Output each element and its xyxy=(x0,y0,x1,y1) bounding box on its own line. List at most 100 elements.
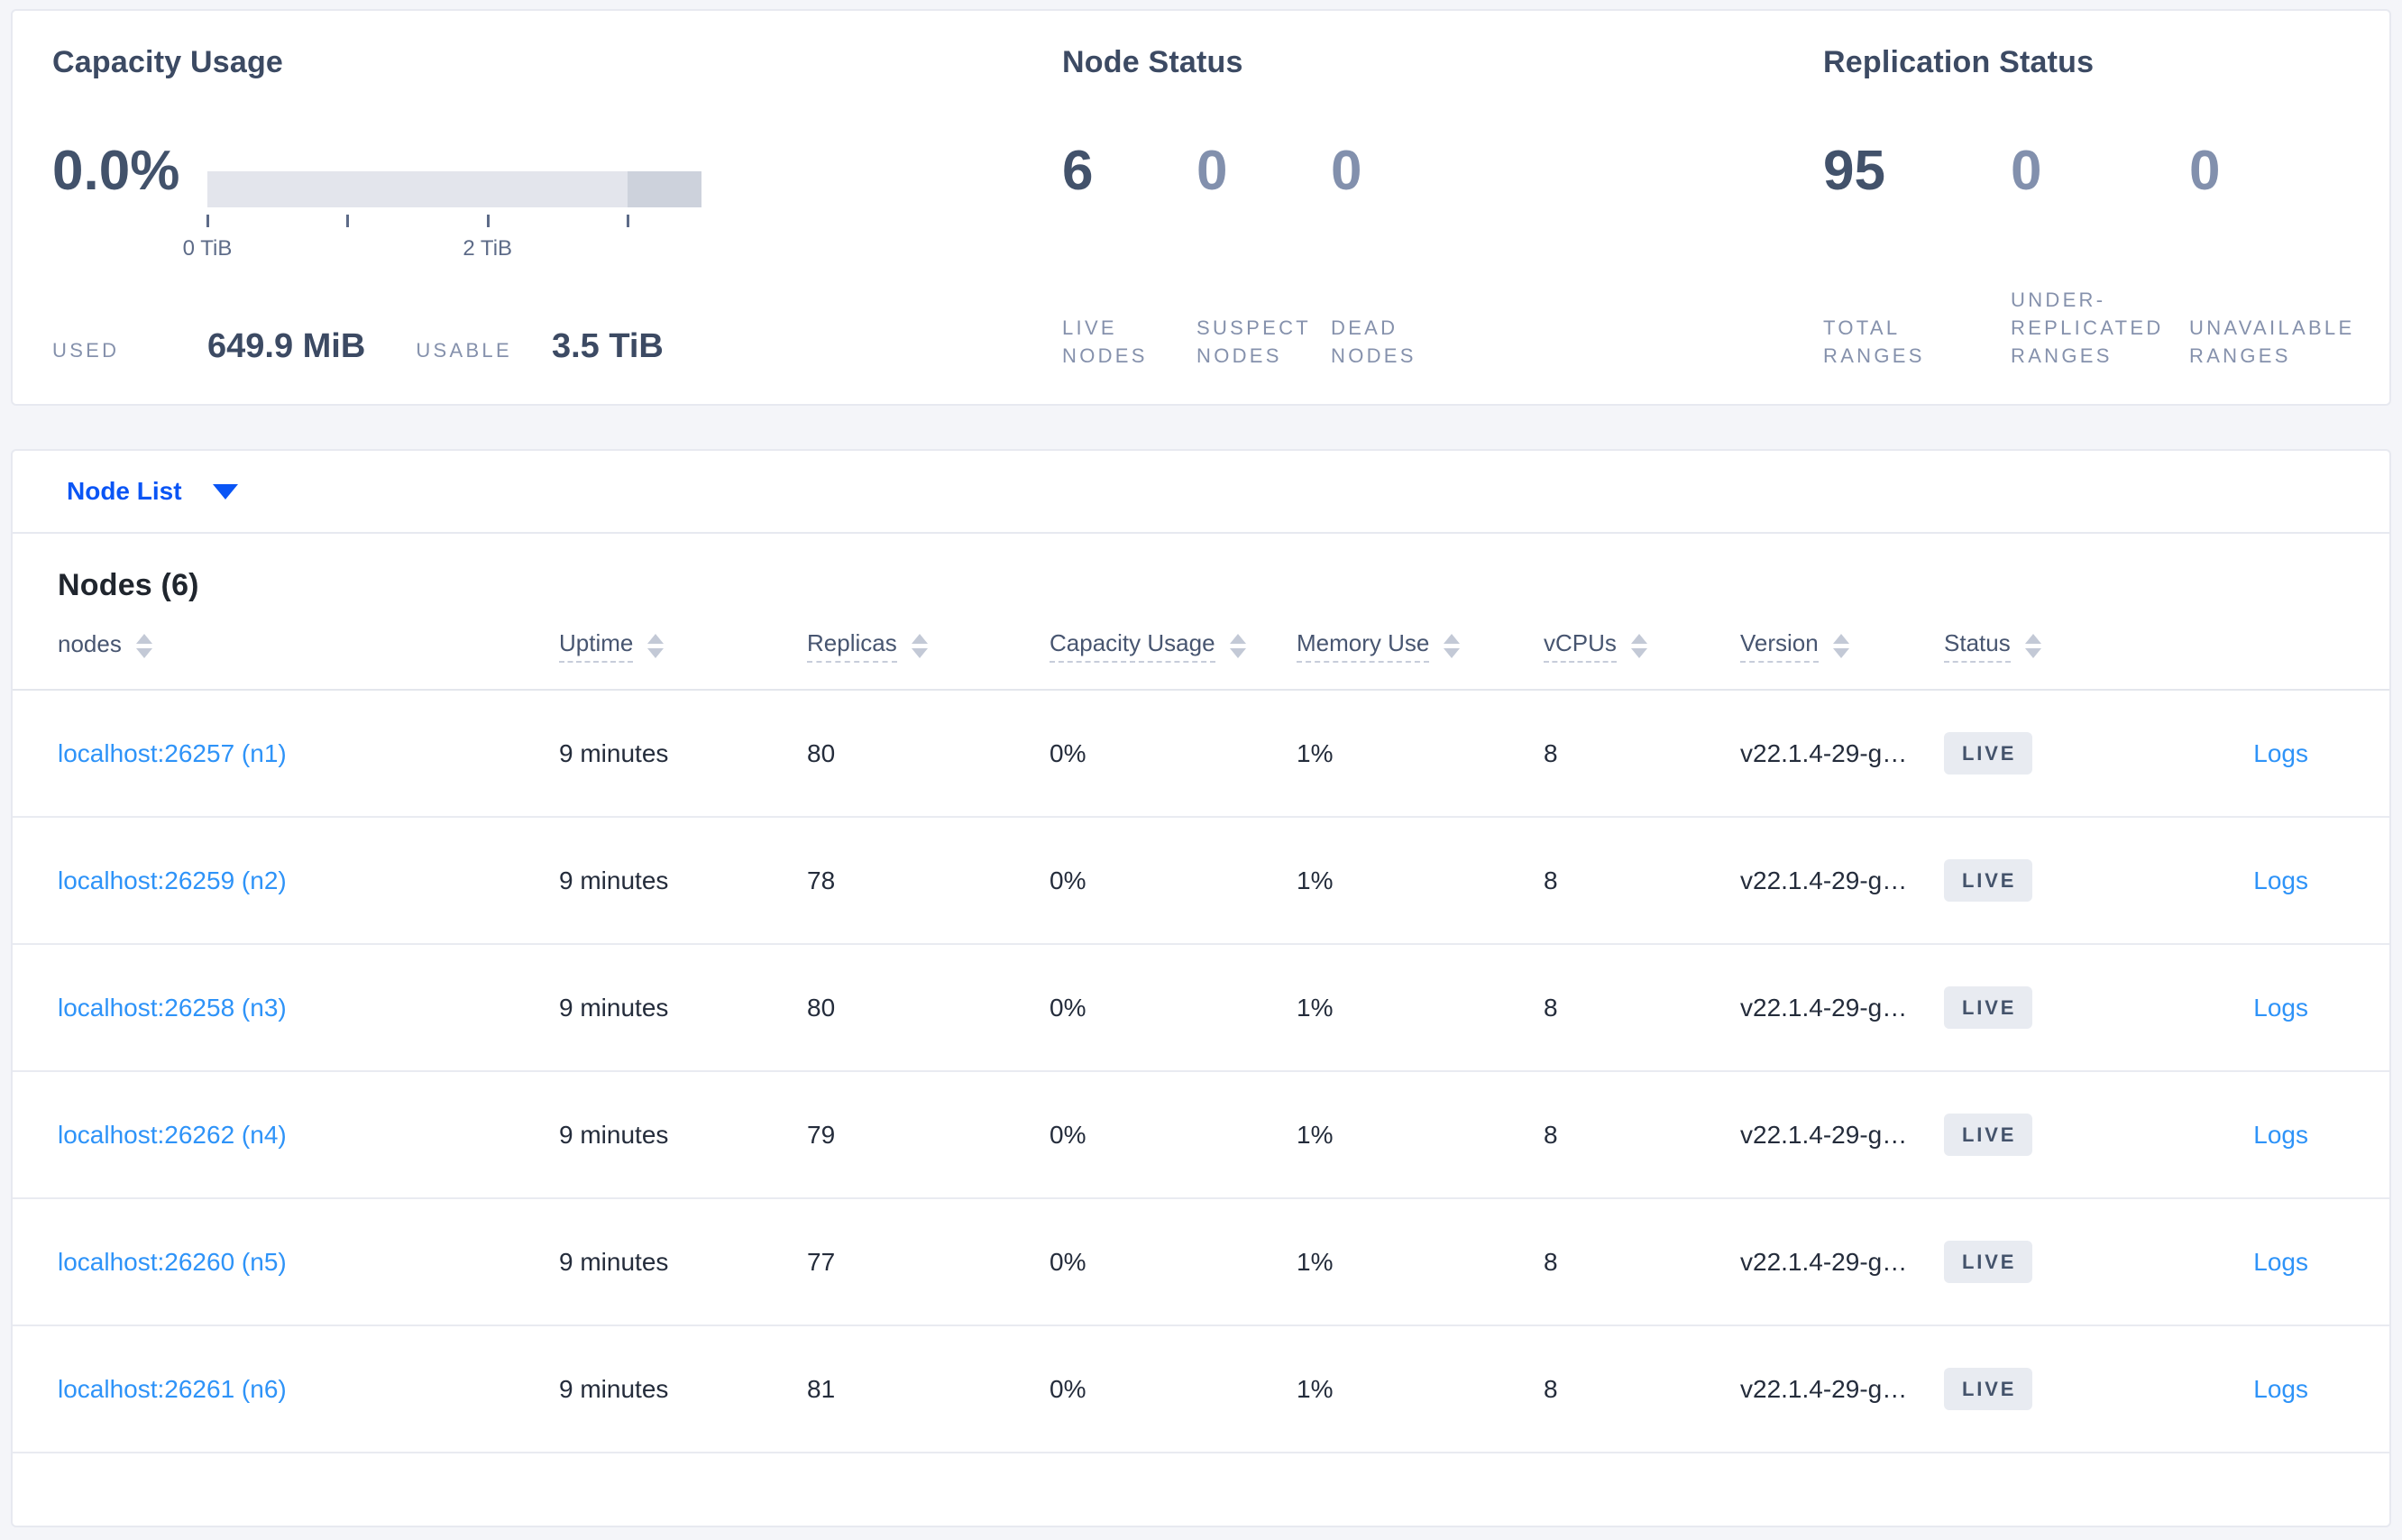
status-badge: LIVE xyxy=(1944,732,2033,775)
replicas-cell: 77 xyxy=(807,1198,1050,1326)
uptime-cell: 9 minutes xyxy=(559,1325,807,1453)
sort-desc-icon xyxy=(2024,648,2041,658)
node-link[interactable]: localhost:26257 (n1) xyxy=(58,738,287,767)
memory-cell: 1% xyxy=(1297,944,1544,1072)
capacity-used-value: 649.9 MiB xyxy=(207,327,366,365)
column-header-label: Version xyxy=(1740,629,1819,663)
version-cell: v22.1.4-29-g… xyxy=(1740,817,1944,945)
vcpus-cell: 8 xyxy=(1544,1071,1740,1199)
column-header[interactable]: vCPUs xyxy=(1544,603,1740,691)
node-list-dropdown[interactable]: Node List xyxy=(67,477,238,506)
version-cell: v22.1.4-29-g… xyxy=(1740,944,1944,1072)
column-header-label: Memory Use xyxy=(1297,629,1430,663)
capacity-usage-summary: USED 649.9 MiB USABLE 3.5 TiB xyxy=(52,327,664,366)
sort-asc-icon xyxy=(647,634,665,644)
column-header-label: nodes xyxy=(58,630,122,657)
sort-desc-icon xyxy=(1229,648,1246,658)
sort-icon xyxy=(1229,634,1246,658)
capacity-tick-mark xyxy=(486,215,490,227)
column-header[interactable]: Uptime xyxy=(559,603,807,691)
capacity-cell: 0% xyxy=(1050,944,1297,1072)
replicas-cell: 81 xyxy=(807,1325,1050,1453)
table-body: localhost:26257 (n1) 9 minutes 80 0% 1% … xyxy=(13,690,2389,1453)
sort-desc-icon xyxy=(1444,648,1461,658)
logs-link[interactable]: Logs xyxy=(2253,993,2308,1022)
node-link[interactable]: localhost:26261 (n6) xyxy=(58,1374,287,1403)
sort-icon xyxy=(135,634,152,658)
node-link[interactable]: localhost:26259 (n2) xyxy=(58,866,287,894)
column-header[interactable]: Memory Use xyxy=(1297,603,1544,691)
column-header[interactable]: Replicas xyxy=(807,603,1050,691)
nodes-table: nodes Uptime xyxy=(13,603,2389,1453)
vcpus-cell: 8 xyxy=(1544,817,1740,945)
capacity-tick-mark xyxy=(626,215,629,227)
table-row: localhost:26257 (n1) 9 minutes 80 0% 1% … xyxy=(13,690,2389,818)
stat-label: DEAD NODES xyxy=(1331,316,1416,367)
table-row: localhost:26258 (n3) 9 minutes 80 0% 1% … xyxy=(13,944,2389,1072)
vcpus-cell: 8 xyxy=(1544,944,1740,1072)
sort-asc-icon xyxy=(135,634,152,644)
replication-status-stat: 0 UNDER-REPLICATED RANGES xyxy=(2011,135,2189,370)
sort-asc-icon xyxy=(1832,634,1849,644)
logs-link[interactable]: Logs xyxy=(2253,1374,2308,1403)
replicas-cell: 78 xyxy=(807,817,1050,945)
capacity-used-percent: 0.0% xyxy=(52,140,180,202)
capacity-tick-label: 0 TiB xyxy=(182,236,233,261)
node-link[interactable]: localhost:26258 (n3) xyxy=(58,993,287,1022)
sort-desc-icon xyxy=(1630,648,1647,658)
capacity-tick-label: 2 TiB xyxy=(463,236,513,261)
column-header[interactable]: Status xyxy=(1944,603,2128,691)
capacity-cell: 0% xyxy=(1050,817,1297,945)
stat-value: 95 xyxy=(1823,140,1885,202)
logs-link[interactable]: Logs xyxy=(2253,866,2308,894)
stat-label: LIVE NODES xyxy=(1062,316,1148,367)
node-link[interactable]: localhost:26260 (n5) xyxy=(58,1247,287,1276)
version-cell: v22.1.4-29-g… xyxy=(1740,1198,1944,1326)
logs-link[interactable]: Logs xyxy=(2253,1247,2308,1276)
uptime-cell: 9 minutes xyxy=(559,690,807,818)
column-header-label: Status xyxy=(1944,629,2011,663)
caret-down-icon xyxy=(212,483,238,500)
column-header[interactable] xyxy=(2128,603,2389,691)
column-header[interactable]: Capacity Usage xyxy=(1050,603,1297,691)
stat-label: TOTAL RANGES xyxy=(1823,316,1925,367)
view-selector-bar: Node List xyxy=(11,449,2391,532)
column-header[interactable]: Version xyxy=(1740,603,1944,691)
column-header-label: Capacity Usage xyxy=(1050,629,1215,663)
stat-label: UNAVAILABLE RANGES xyxy=(2189,316,2355,367)
node-status-stats: 6 LIVE NODES 0 SUSPECT NODES 0 DEAD NODE… xyxy=(1062,135,1465,370)
capacity-cell: 0% xyxy=(1050,1325,1297,1453)
stat-label: UNDER-REPLICATED RANGES xyxy=(2011,289,2164,367)
sort-desc-icon xyxy=(135,648,152,658)
node-status-title: Node Status xyxy=(1062,45,1243,79)
sort-icon xyxy=(1832,634,1849,658)
stat-value: 0 xyxy=(1331,140,1362,202)
replicas-cell: 80 xyxy=(807,944,1050,1072)
table-row: localhost:26262 (n4) 9 minutes 79 0% 1% … xyxy=(13,1071,2389,1199)
replication-status-title: Replication Status xyxy=(1823,45,2095,79)
vcpus-cell: 8 xyxy=(1544,1198,1740,1326)
capacity-usable-value: 3.5 TiB xyxy=(551,327,664,365)
vcpus-cell: 8 xyxy=(1544,1325,1740,1453)
logs-link[interactable]: Logs xyxy=(2253,1120,2308,1149)
replicas-cell: 79 xyxy=(807,1071,1050,1199)
memory-cell: 1% xyxy=(1297,1325,1544,1453)
sort-asc-icon xyxy=(911,634,928,644)
summary-card: Capacity Usage 0.0% 0 TiB 2 TiB USED 649.… xyxy=(11,9,2391,406)
status-badge: LIVE xyxy=(1944,859,2033,902)
capacity-usage-title: Capacity Usage xyxy=(52,45,284,79)
capacity-tick-mark xyxy=(346,215,350,227)
node-link[interactable]: localhost:26262 (n4) xyxy=(58,1120,287,1149)
status-badge: LIVE xyxy=(1944,1368,2033,1410)
sort-desc-icon xyxy=(911,648,928,658)
node-status-stat: 0 DEAD NODES xyxy=(1331,135,1465,370)
replication-status-stat: 0 UNAVAILABLE RANGES xyxy=(2189,135,2402,370)
column-header[interactable]: nodes xyxy=(13,603,559,691)
logs-link[interactable]: Logs xyxy=(2253,738,2308,767)
replication-status-stat: 95 TOTAL RANGES xyxy=(1823,135,2011,370)
status-badge: LIVE xyxy=(1944,986,2033,1029)
capacity-bar-extra-segment xyxy=(627,171,701,207)
version-cell: v22.1.4-29-g… xyxy=(1740,1325,1944,1453)
sort-desc-icon xyxy=(1832,648,1849,658)
sort-asc-icon xyxy=(1444,634,1461,644)
